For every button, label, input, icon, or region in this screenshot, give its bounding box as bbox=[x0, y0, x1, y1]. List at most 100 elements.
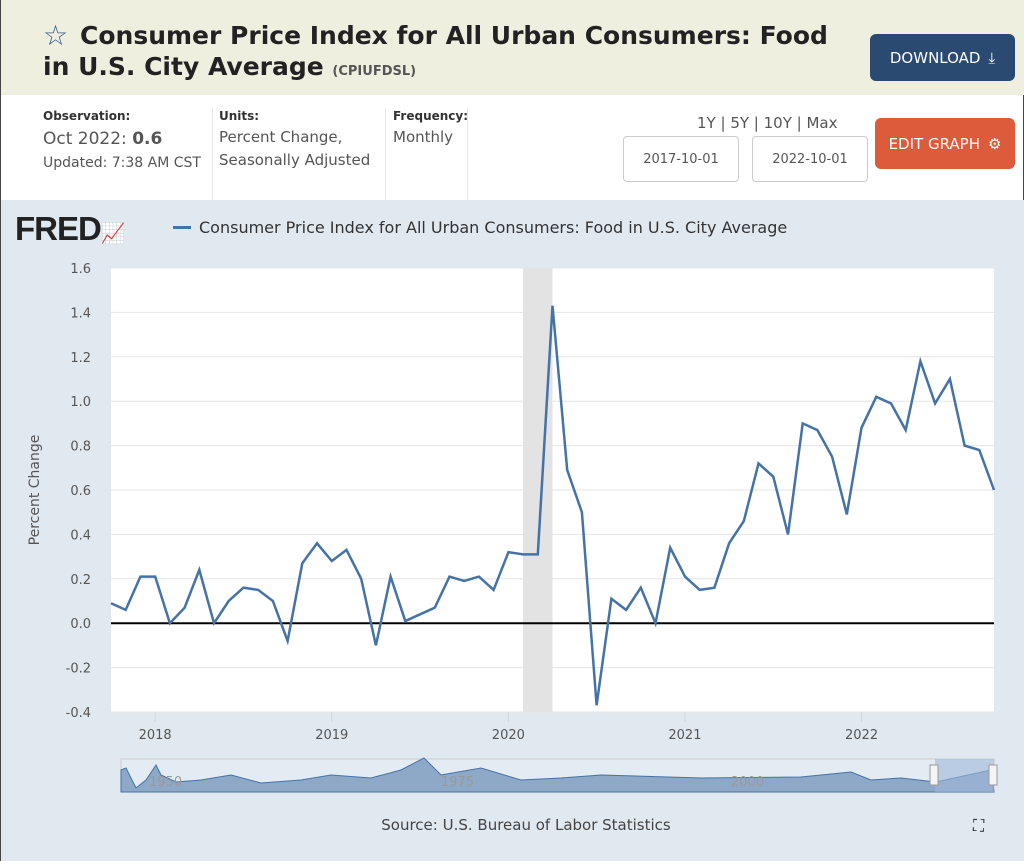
data-point[interactable] bbox=[138, 575, 142, 579]
observation-date: Oct 2022: bbox=[43, 129, 127, 149]
navigator-label: 2000 bbox=[731, 775, 764, 790]
data-point[interactable] bbox=[595, 703, 599, 707]
y-tick-label: 0.6 bbox=[70, 484, 91, 499]
data-point[interactable] bbox=[433, 606, 437, 610]
data-point[interactable] bbox=[904, 428, 908, 432]
data-point[interactable] bbox=[668, 546, 672, 550]
data-point[interactable] bbox=[477, 575, 481, 579]
legend-swatch bbox=[173, 226, 191, 229]
data-point[interactable] bbox=[344, 548, 348, 552]
data-point[interactable] bbox=[815, 428, 819, 432]
data-point[interactable] bbox=[860, 426, 864, 430]
series-line bbox=[110, 305, 996, 706]
data-point[interactable] bbox=[609, 597, 613, 601]
data-point[interactable] bbox=[712, 586, 716, 590]
data-point[interactable] bbox=[948, 377, 952, 381]
divider bbox=[385, 108, 386, 200]
navigator-handle-left[interactable] bbox=[929, 764, 939, 786]
data-point[interactable] bbox=[757, 461, 761, 465]
end-date-input[interactable]: 2022-10-01 bbox=[752, 136, 868, 182]
range-10y[interactable]: 10Y bbox=[763, 114, 792, 132]
data-point[interactable] bbox=[506, 550, 510, 554]
data-point[interactable] bbox=[109, 601, 113, 605]
y-tick-label: 0.8 bbox=[70, 440, 91, 455]
range-max[interactable]: Max bbox=[806, 114, 838, 132]
navigator-label: 1950 bbox=[149, 775, 182, 790]
data-point[interactable] bbox=[845, 512, 849, 516]
download-button[interactable]: DOWNLOAD ⤓ bbox=[870, 34, 1015, 81]
frequency-label: Frequency: bbox=[393, 109, 469, 123]
y-tick-label: 1.2 bbox=[70, 351, 91, 366]
data-point[interactable] bbox=[300, 561, 304, 565]
data-point[interactable] bbox=[801, 421, 805, 425]
data-point[interactable] bbox=[624, 608, 628, 612]
data-point[interactable] bbox=[565, 468, 569, 472]
data-point[interactable] bbox=[241, 586, 245, 590]
navigator-label: 1975 bbox=[441, 775, 474, 790]
recession-shading bbox=[523, 268, 553, 712]
data-point[interactable] bbox=[977, 448, 981, 452]
x-tick-label: 2022 bbox=[845, 728, 878, 743]
data-point[interactable] bbox=[683, 575, 687, 579]
data-point[interactable] bbox=[992, 488, 996, 492]
fullscreen-icon[interactable]: ⛶ bbox=[973, 816, 985, 835]
data-point[interactable] bbox=[654, 621, 658, 625]
y-tick-label: -0.4 bbox=[66, 706, 91, 721]
y-tick-label: 1.4 bbox=[70, 306, 91, 321]
navigator[interactable]: 1950 1975 2000 bbox=[120, 757, 998, 793]
start-date-input[interactable]: 2017-10-01 bbox=[623, 136, 739, 182]
y-tick-label: 0.2 bbox=[70, 573, 91, 588]
data-point[interactable] bbox=[933, 401, 937, 405]
data-point[interactable] bbox=[286, 639, 290, 643]
download-label: DOWNLOAD bbox=[889, 48, 981, 67]
navigator-handle-right[interactable] bbox=[988, 764, 998, 786]
data-point[interactable] bbox=[212, 621, 216, 625]
data-point[interactable] bbox=[374, 643, 378, 647]
star-icon[interactable]: ☆ bbox=[43, 19, 69, 52]
range-1y[interactable]: 1Y bbox=[697, 114, 716, 132]
data-point[interactable] bbox=[551, 304, 555, 308]
y-tick-label: 0.0 bbox=[70, 617, 91, 632]
data-point[interactable] bbox=[492, 588, 496, 592]
data-point[interactable] bbox=[168, 621, 172, 625]
fred-logo: FRED📈 bbox=[15, 210, 126, 247]
data-point[interactable] bbox=[462, 579, 466, 583]
data-point[interactable] bbox=[403, 619, 407, 623]
data-point[interactable] bbox=[963, 444, 967, 448]
data-point[interactable] bbox=[889, 401, 893, 405]
range-5y[interactable]: 5Y bbox=[730, 114, 750, 132]
data-point[interactable] bbox=[771, 475, 775, 479]
data-point[interactable] bbox=[197, 568, 201, 572]
data-point[interactable] bbox=[639, 586, 643, 590]
data-point[interactable] bbox=[698, 588, 702, 592]
data-point[interactable] bbox=[389, 575, 393, 579]
data-point[interactable] bbox=[786, 532, 790, 536]
data-point[interactable] bbox=[727, 541, 731, 545]
data-point[interactable] bbox=[153, 575, 157, 579]
data-point[interactable] bbox=[418, 612, 422, 616]
data-point[interactable] bbox=[256, 588, 260, 592]
data-point[interactable] bbox=[447, 575, 451, 579]
data-point[interactable] bbox=[580, 510, 584, 514]
data-point[interactable] bbox=[271, 599, 275, 603]
data-point[interactable] bbox=[918, 359, 922, 363]
x-tick-label: 2018 bbox=[139, 728, 172, 743]
data-point[interactable] bbox=[521, 552, 525, 556]
data-point[interactable] bbox=[330, 559, 334, 563]
data-point[interactable] bbox=[183, 606, 187, 610]
data-point[interactable] bbox=[874, 395, 878, 399]
data-point[interactable] bbox=[315, 541, 319, 545]
data-point[interactable] bbox=[742, 519, 746, 523]
x-tick-label: 2020 bbox=[492, 728, 525, 743]
edit-graph-button[interactable]: EDIT GRAPH ⚙ bbox=[875, 118, 1015, 169]
observation-label: Observation: bbox=[43, 109, 131, 123]
gear-icon: ⚙ bbox=[987, 134, 1002, 153]
data-point[interactable] bbox=[124, 608, 128, 612]
data-point[interactable] bbox=[536, 552, 540, 556]
data-point[interactable] bbox=[359, 577, 363, 581]
observation: Observation: Oct 2022: 0.6 Updated: 7:38… bbox=[43, 106, 201, 175]
data-point[interactable] bbox=[830, 455, 834, 459]
y-axis-label: Percent Change bbox=[27, 435, 43, 546]
divider bbox=[212, 108, 213, 200]
data-point[interactable] bbox=[227, 599, 231, 603]
